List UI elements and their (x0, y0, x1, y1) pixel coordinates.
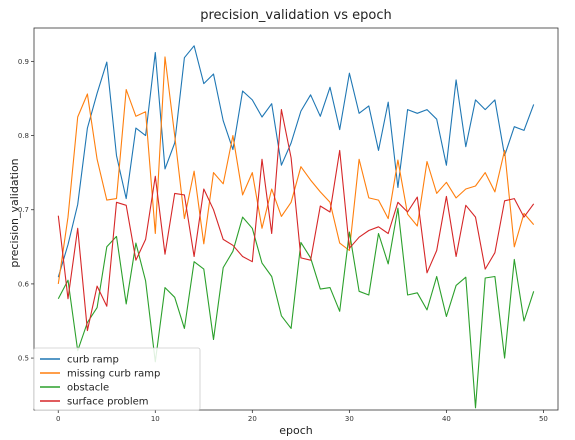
series-line-missing-curb-ramp (57, 56, 535, 284)
series-lines (57, 45, 535, 409)
x-tick-label: 30 (345, 415, 354, 423)
chart-title: precision_validation vs epoch (200, 8, 391, 23)
x-tick-label: 20 (248, 415, 257, 423)
legend-label-missing-curb-ramp: missing curb ramp (67, 369, 160, 380)
y-axis-ticks: 0.5 0.6 0.7 0.8 0.9 (18, 58, 34, 363)
legend-box (33, 347, 201, 411)
series-line-surface-problem (57, 109, 535, 332)
y-axis-label: precision_validation (8, 158, 21, 267)
y-tick-label: 0.6 (18, 280, 30, 288)
legend-items: curb ramp missing curb ramp obstacle surfac… (40, 355, 160, 408)
y-tick-label: 0.5 (18, 355, 29, 363)
y-tick-label: 0.8 (18, 132, 29, 140)
plot-frame (33, 27, 559, 411)
x-axis-label: epoch (279, 424, 313, 437)
legend: curb ramp missing curb ramp obstacle surfac… (33, 347, 201, 411)
series-line-curb-ramp (57, 45, 535, 278)
x-axis-ticks: 0 10 20 30 40 50 (56, 410, 548, 423)
x-tick-label: 40 (442, 415, 451, 423)
y-tick-label: 0.9 (18, 58, 29, 66)
legend-label-surface-problem: surface problem (67, 397, 149, 408)
x-tick-label: 10 (151, 415, 160, 423)
legend-label-curb-ramp: curb ramp (67, 355, 119, 366)
y-tick-label: 0.7 (18, 206, 29, 214)
x-tick-label: 50 (539, 415, 548, 423)
series-line-obstacle (57, 207, 535, 409)
x-tick-label: 0 (56, 415, 60, 423)
legend-label-obstacle: obstacle (67, 383, 109, 394)
